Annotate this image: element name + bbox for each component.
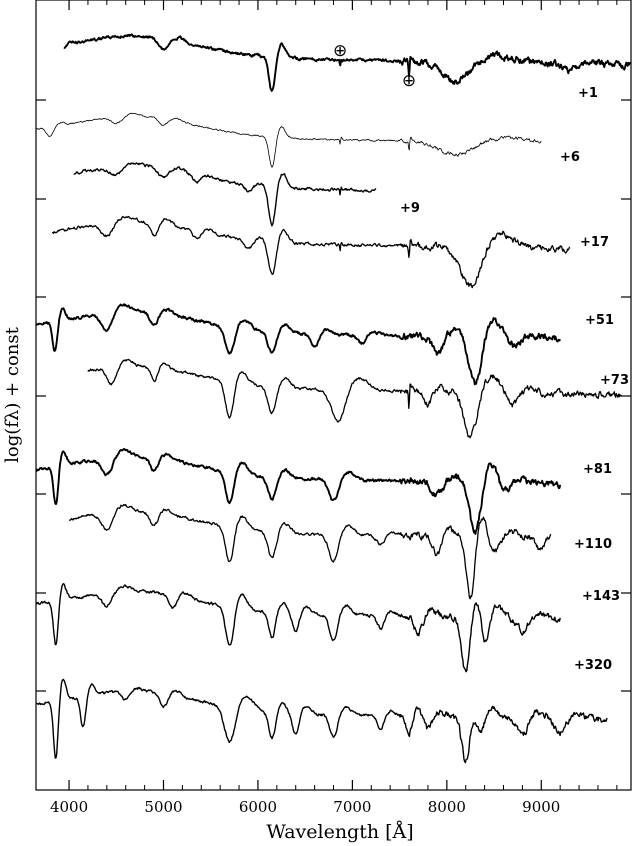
spectrum-line-day-51 — [35, 303, 562, 386]
spectrum-line-day-81 — [35, 447, 562, 535]
spectrum-line-day-110 — [68, 503, 552, 600]
series-group — [35, 33, 632, 764]
epoch-label: +1 — [578, 86, 598, 101]
spectrum-line-day-320 — [35, 678, 608, 764]
epoch-label: +51 — [585, 313, 614, 328]
epoch-label: +17 — [580, 235, 609, 250]
spectrum-line-day-17 — [51, 215, 571, 289]
spectrum-line-day-143 — [35, 583, 561, 673]
y-axis-label: log(fλ) + const — [2, 326, 23, 463]
spectrum-line-day-9 — [73, 162, 377, 227]
epoch-label: +110 — [574, 537, 612, 552]
epoch-label: +73 — [600, 373, 629, 388]
axis-ticks: 4000 5000 6000 7000 8000 9000 — [36, 0, 631, 816]
epoch-labels: +1 +6 +9 +17 +51 +73 +81 +110 +143 +320 — [400, 86, 629, 673]
epoch-label: +9 — [400, 201, 420, 216]
telluric-marks: ⊕⊕ — [333, 41, 416, 91]
epoch-label: +6 — [560, 150, 580, 165]
epoch-label: +320 — [574, 658, 612, 673]
epoch-label: +81 — [583, 462, 612, 477]
spectrum-line-day-73 — [87, 358, 622, 439]
spectrum-line-day-1 — [63, 33, 632, 92]
x-tick-label: 9000 — [522, 798, 560, 816]
spectrum-line-day-6 — [35, 112, 542, 168]
x-tick-label: 4000 — [50, 798, 88, 816]
epoch-label: +143 — [582, 589, 620, 604]
x-tick-label: 6000 — [239, 798, 277, 816]
x-tick-label: 5000 — [144, 798, 182, 816]
telluric-symbol: ⊕ — [402, 71, 416, 91]
telluric-symbol: ⊕ — [333, 41, 347, 61]
x-tick-label: 7000 — [333, 798, 371, 816]
x-tick-label: 8000 — [428, 798, 466, 816]
x-axis-label: Wavelength [Å] — [266, 821, 413, 843]
